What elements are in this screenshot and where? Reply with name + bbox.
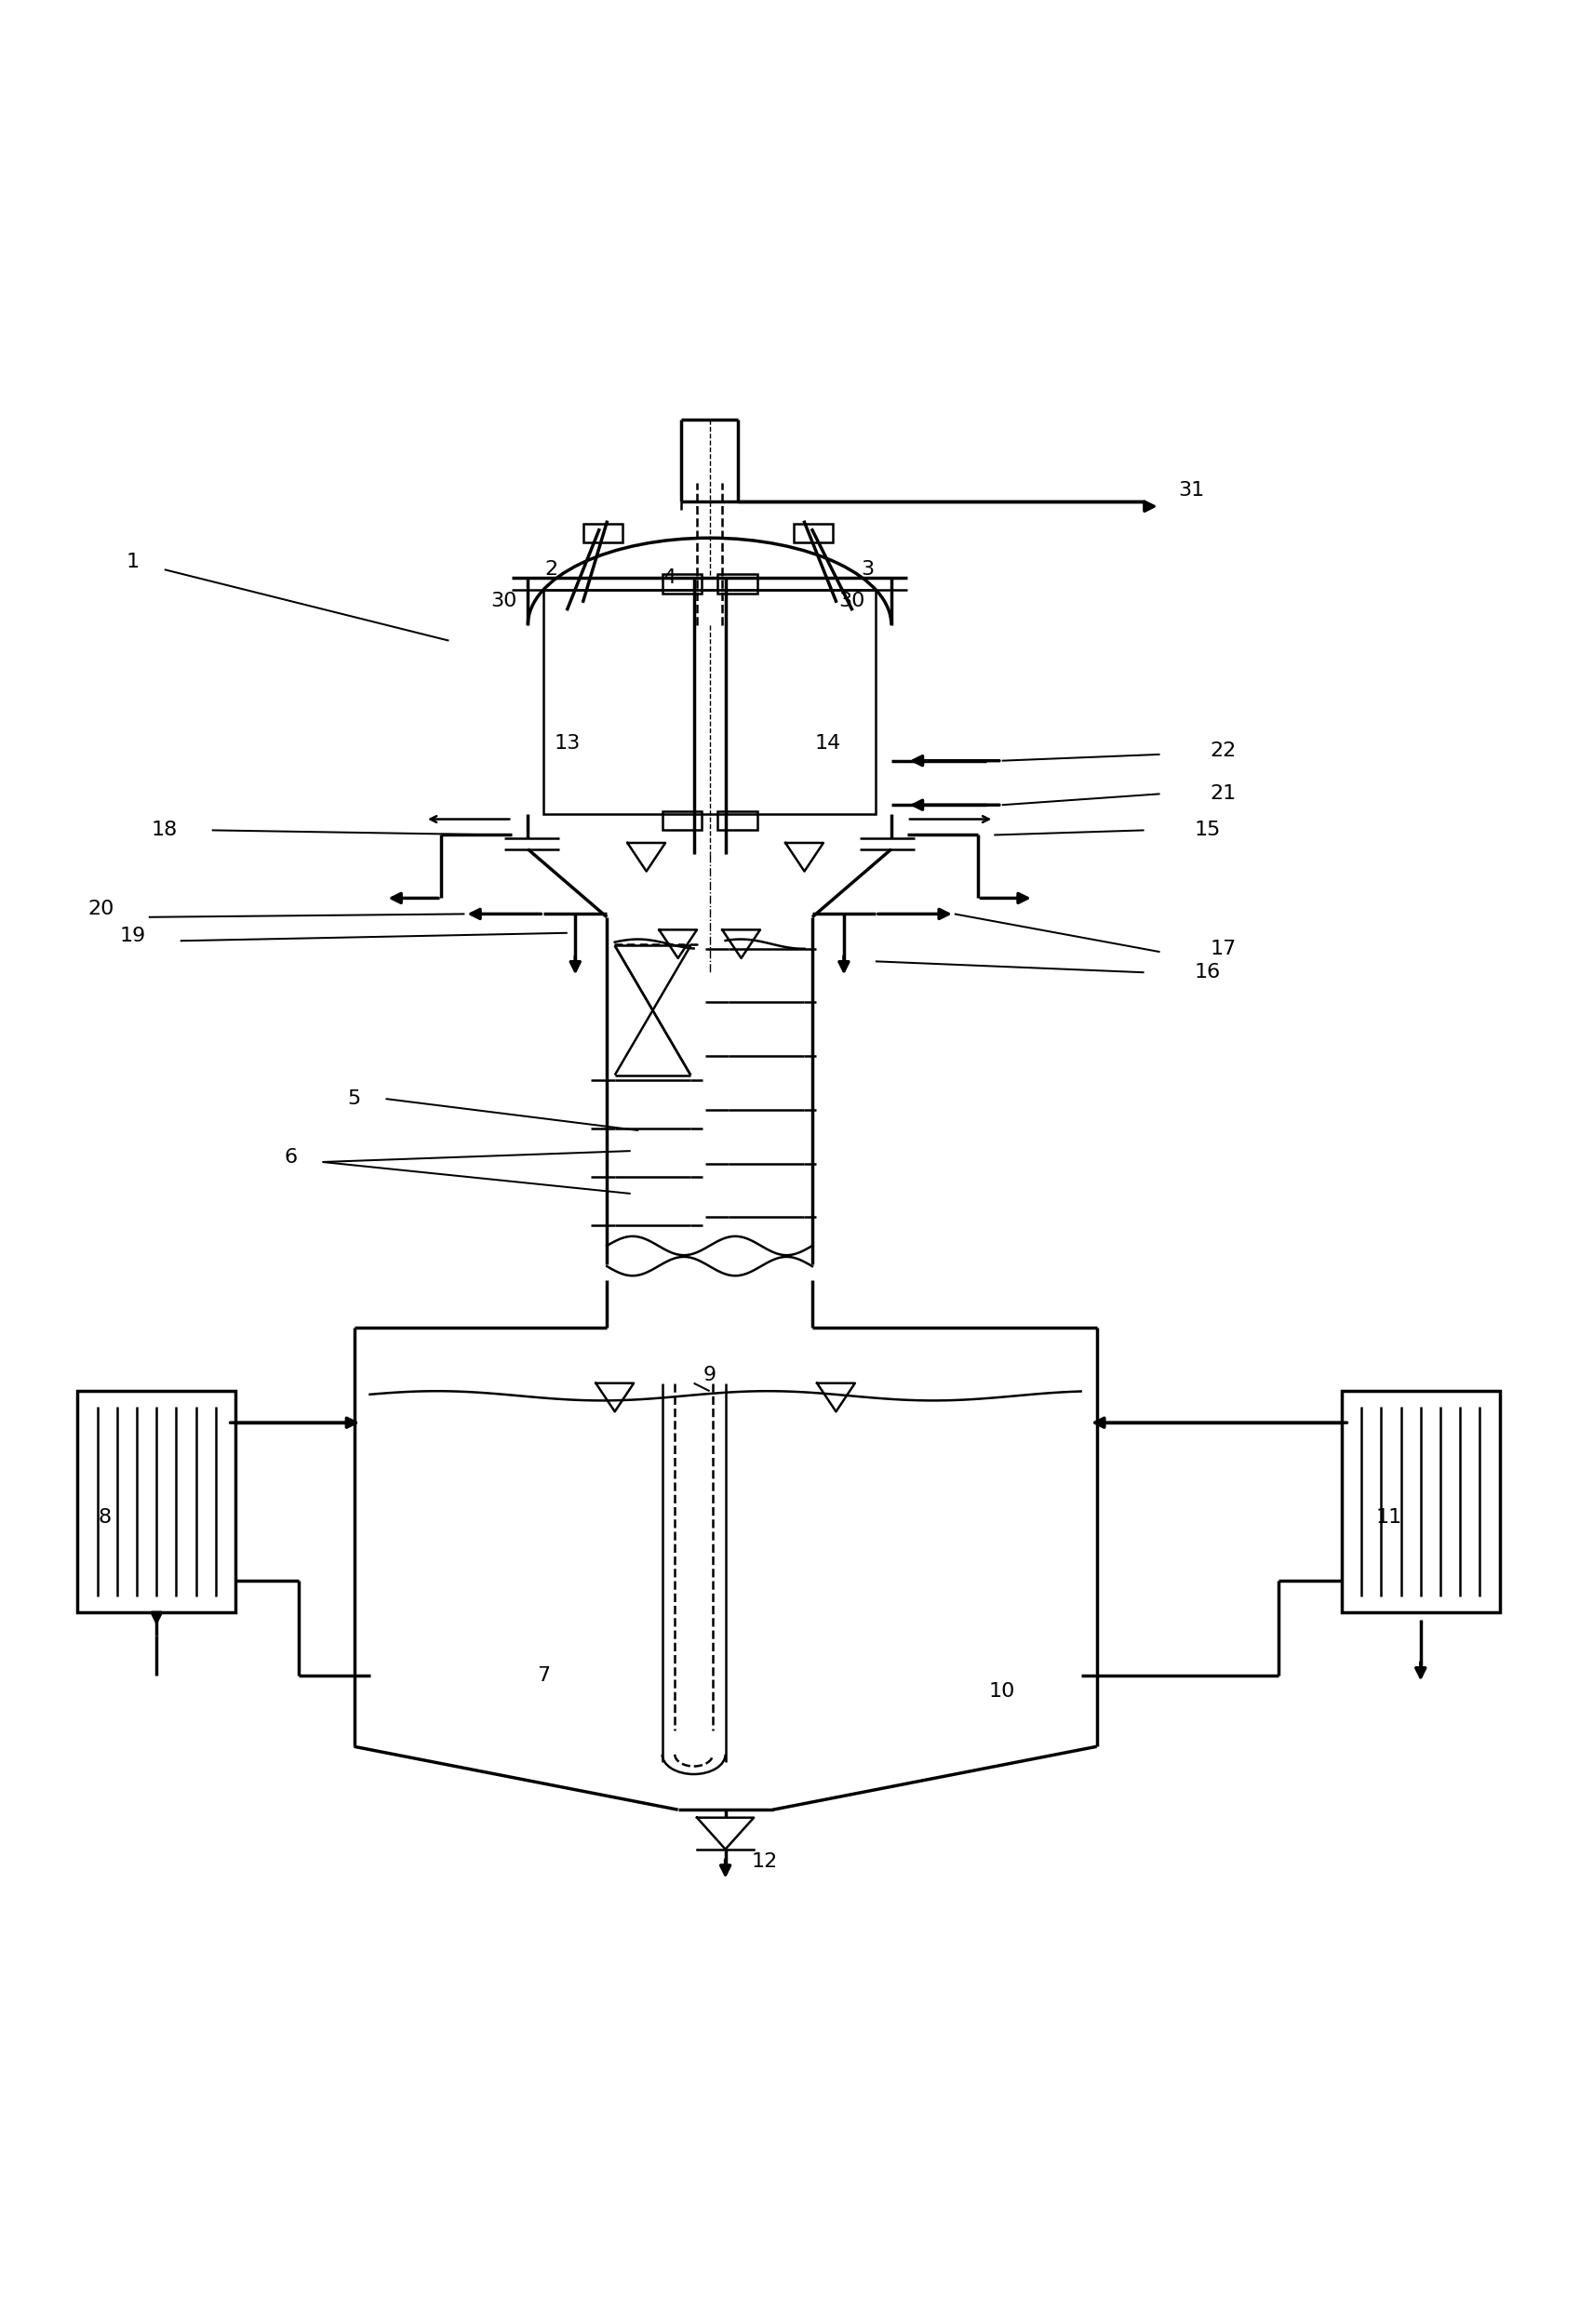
Bar — [78, 1392, 236, 1613]
Text: 21: 21 — [1211, 786, 1236, 804]
Text: 6: 6 — [284, 1148, 298, 1167]
Text: 13: 13 — [554, 734, 580, 753]
Text: 19: 19 — [119, 927, 147, 946]
Text: 16: 16 — [1195, 962, 1220, 981]
Bar — [793, 523, 833, 544]
Text: 9: 9 — [703, 1367, 717, 1385]
Bar — [543, 590, 695, 813]
Text: 2: 2 — [545, 560, 558, 579]
Text: 15: 15 — [1195, 820, 1220, 839]
Text: 4: 4 — [664, 567, 677, 586]
Text: 1: 1 — [126, 553, 140, 572]
Text: 3: 3 — [862, 560, 875, 579]
Text: 22: 22 — [1211, 741, 1236, 760]
Text: 30: 30 — [838, 593, 865, 611]
Text: 7: 7 — [537, 1666, 550, 1685]
Text: 10: 10 — [989, 1683, 1015, 1701]
Text: 31: 31 — [1179, 481, 1204, 500]
Bar — [717, 811, 757, 830]
Text: 30: 30 — [491, 593, 518, 611]
Text: 8: 8 — [97, 1508, 112, 1527]
Text: 17: 17 — [1211, 939, 1236, 957]
Bar — [663, 811, 701, 830]
Text: 5: 5 — [347, 1090, 360, 1109]
Bar — [583, 523, 623, 544]
Bar — [663, 574, 701, 593]
Text: 18: 18 — [151, 820, 177, 839]
Text: 20: 20 — [88, 899, 115, 918]
Bar — [1341, 1392, 1499, 1613]
Text: 12: 12 — [752, 1852, 777, 1871]
Text: 14: 14 — [816, 734, 841, 753]
Bar — [717, 574, 757, 593]
Text: 11: 11 — [1376, 1508, 1402, 1527]
Bar — [725, 590, 876, 813]
